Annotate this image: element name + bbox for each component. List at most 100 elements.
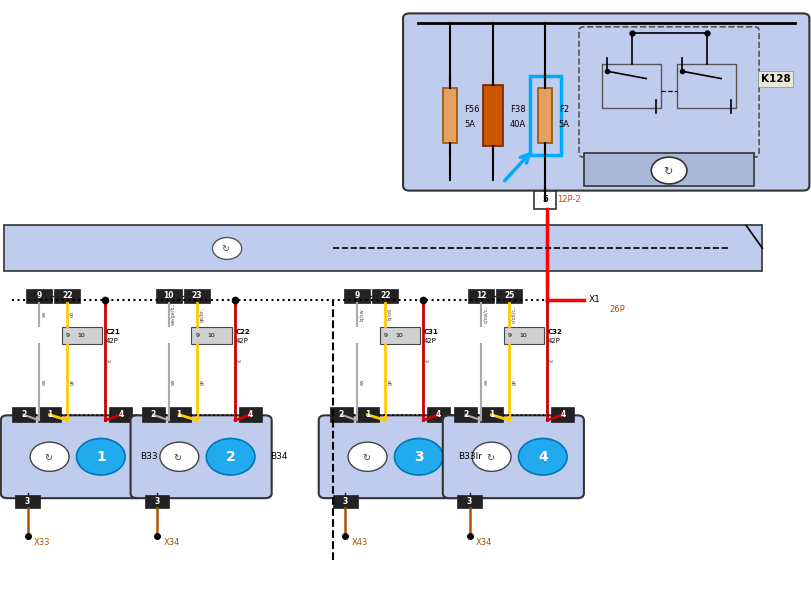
Text: lq/o6: lq/o6 bbox=[388, 308, 393, 320]
Text: C22: C22 bbox=[235, 329, 250, 335]
Text: 1: 1 bbox=[177, 410, 182, 419]
Text: we/ge/b..: we/ge/b.. bbox=[171, 303, 176, 325]
Text: sw: sw bbox=[359, 379, 364, 385]
Text: 4: 4 bbox=[560, 410, 565, 419]
Text: 12: 12 bbox=[476, 292, 486, 300]
Text: F56: F56 bbox=[464, 105, 479, 114]
Text: X33: X33 bbox=[34, 538, 50, 547]
Bar bbox=[483, 85, 503, 146]
Bar bbox=[356, 407, 379, 422]
Text: ge: ge bbox=[512, 379, 517, 385]
Bar bbox=[26, 289, 52, 303]
Text: rt: rt bbox=[238, 358, 242, 362]
FancyBboxPatch shape bbox=[131, 415, 272, 498]
Bar bbox=[38, 407, 61, 422]
Text: o/sw/c..: o/sw/c.. bbox=[483, 305, 488, 323]
Text: ↻: ↻ bbox=[362, 453, 370, 463]
Bar bbox=[109, 407, 132, 422]
Text: 1: 1 bbox=[47, 410, 52, 419]
Text: 5A: 5A bbox=[464, 121, 475, 129]
Text: 9: 9 bbox=[508, 333, 512, 338]
Bar bbox=[496, 289, 522, 303]
Text: rt: rt bbox=[550, 358, 555, 362]
Text: 4: 4 bbox=[538, 450, 547, 463]
Text: 10: 10 bbox=[207, 333, 215, 338]
Text: 3: 3 bbox=[414, 450, 423, 463]
Text: 4: 4 bbox=[248, 410, 253, 419]
Bar bbox=[344, 289, 370, 303]
FancyBboxPatch shape bbox=[1, 415, 142, 498]
Text: ↻: ↻ bbox=[44, 453, 52, 463]
Text: 10: 10 bbox=[519, 333, 527, 338]
Text: 42P: 42P bbox=[105, 338, 118, 344]
FancyBboxPatch shape bbox=[443, 415, 584, 498]
Bar bbox=[480, 407, 503, 422]
Text: rt: rt bbox=[108, 358, 113, 362]
Text: ↻: ↻ bbox=[174, 453, 182, 463]
FancyBboxPatch shape bbox=[403, 13, 809, 191]
Text: sw: sw bbox=[41, 379, 46, 385]
Text: 1: 1 bbox=[489, 410, 494, 419]
Text: 3: 3 bbox=[155, 497, 160, 505]
Bar bbox=[530, 76, 561, 155]
Text: ↻: ↻ bbox=[663, 167, 672, 177]
Bar bbox=[12, 407, 35, 422]
Text: X43: X43 bbox=[352, 538, 368, 547]
Bar bbox=[168, 407, 191, 422]
Text: 2: 2 bbox=[21, 410, 26, 419]
Text: ge: ge bbox=[70, 379, 75, 385]
Text: B33: B33 bbox=[140, 452, 158, 461]
Text: 42P: 42P bbox=[235, 338, 248, 344]
Bar bbox=[457, 495, 482, 508]
Text: 9: 9 bbox=[196, 333, 200, 338]
Circle shape bbox=[651, 157, 687, 184]
Text: ge: ge bbox=[200, 379, 204, 385]
Bar bbox=[4, 225, 762, 271]
Circle shape bbox=[160, 442, 199, 471]
Text: C21: C21 bbox=[105, 329, 120, 335]
Bar bbox=[145, 495, 169, 508]
Circle shape bbox=[472, 442, 511, 471]
FancyBboxPatch shape bbox=[579, 27, 759, 157]
Circle shape bbox=[348, 442, 387, 471]
Text: 42P: 42P bbox=[423, 338, 436, 344]
Text: 2: 2 bbox=[225, 450, 235, 463]
Text: sw: sw bbox=[483, 379, 488, 385]
Bar bbox=[551, 407, 574, 422]
Text: K128: K128 bbox=[761, 74, 791, 84]
Bar bbox=[142, 407, 165, 422]
Bar bbox=[156, 289, 182, 303]
Text: 26P: 26P bbox=[609, 305, 624, 314]
Text: F2: F2 bbox=[559, 105, 569, 114]
Text: 10: 10 bbox=[164, 292, 174, 300]
Text: 22: 22 bbox=[380, 292, 390, 300]
Bar bbox=[468, 289, 494, 303]
Circle shape bbox=[206, 438, 255, 475]
Text: 42P: 42P bbox=[547, 338, 560, 344]
Bar bbox=[584, 153, 754, 186]
Text: 9: 9 bbox=[67, 333, 70, 338]
Text: ↻: ↻ bbox=[221, 244, 230, 254]
Circle shape bbox=[30, 442, 69, 471]
Text: o/o6/c..: o/o6/c.. bbox=[512, 305, 517, 323]
Text: 3: 3 bbox=[467, 497, 472, 505]
Text: 5A: 5A bbox=[559, 121, 570, 129]
Text: B34: B34 bbox=[270, 452, 288, 461]
Text: 5: 5 bbox=[542, 195, 548, 204]
Bar bbox=[62, 327, 102, 344]
Bar bbox=[603, 64, 661, 108]
Text: 25: 25 bbox=[504, 292, 514, 300]
Bar bbox=[454, 407, 477, 422]
Bar bbox=[372, 289, 398, 303]
Bar bbox=[15, 495, 40, 508]
Bar bbox=[239, 407, 262, 422]
Text: 9: 9 bbox=[36, 292, 41, 300]
Text: X34: X34 bbox=[164, 538, 180, 547]
Text: C31: C31 bbox=[423, 329, 438, 335]
Text: ge/br..: ge/br.. bbox=[200, 306, 204, 322]
Text: 4: 4 bbox=[436, 410, 441, 419]
Text: 9: 9 bbox=[384, 333, 388, 338]
Text: sw: sw bbox=[171, 379, 176, 385]
Text: 2: 2 bbox=[339, 410, 344, 419]
Bar bbox=[677, 64, 736, 108]
